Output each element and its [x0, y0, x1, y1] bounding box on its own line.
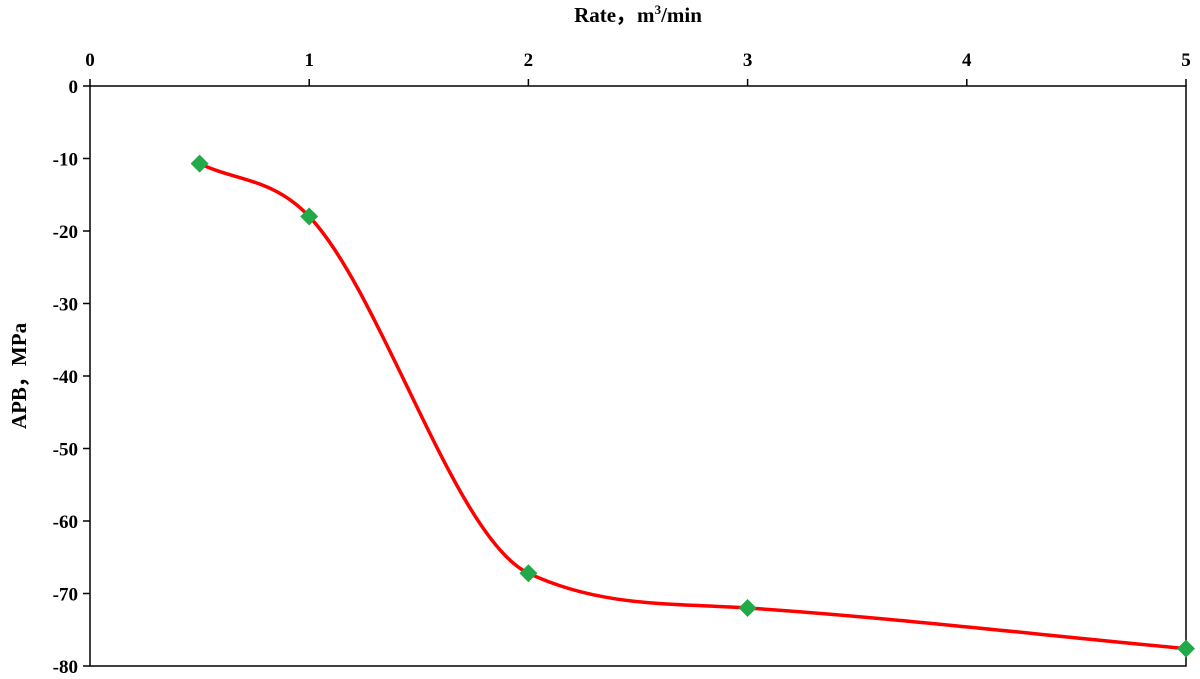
y-axis-title: APB，MPa	[7, 322, 31, 429]
plot-frame	[89, 85, 1187, 667]
y-tick-label: -50	[53, 440, 78, 461]
x-axis-ticks: 0 1 2 3 4 5	[85, 50, 1191, 86]
data-point-marker	[190, 154, 209, 173]
x-tick-label: 5	[1181, 50, 1191, 71]
y-tick-label: -80	[53, 657, 78, 678]
x-tick-label: 2	[524, 50, 534, 71]
x-tick-label: 4	[962, 50, 972, 71]
x-tick-label: 3	[743, 50, 753, 71]
y-axis-ticks: 0 -10 -20 -30 -40 -50 -60 -70 -80	[53, 77, 90, 678]
x-axis-title-tail: /min	[660, 3, 702, 27]
y-tick-label: -10	[53, 150, 78, 171]
data-point-marker	[519, 564, 538, 583]
y-tick-label: 0	[69, 77, 79, 98]
x-axis-title-superscript: 3	[655, 2, 662, 17]
y-tick-label: -70	[53, 585, 78, 606]
y-tick-label: -60	[53, 512, 78, 533]
series-line	[198, 161, 1187, 651]
y-tick-label: -20	[53, 222, 78, 243]
series-markers	[190, 154, 1195, 658]
x-axis-title: Rate，m3/min	[574, 2, 702, 27]
y-tick-label: -40	[53, 367, 78, 388]
data-point-marker	[1177, 639, 1195, 658]
y-tick-label: -30	[53, 295, 78, 316]
x-axis-title-main: Rate，m	[574, 3, 655, 27]
x-tick-label: 1	[304, 50, 314, 71]
x-tick-label: 0	[85, 50, 95, 71]
data-point-marker	[300, 207, 319, 226]
data-point-marker	[738, 599, 757, 617]
